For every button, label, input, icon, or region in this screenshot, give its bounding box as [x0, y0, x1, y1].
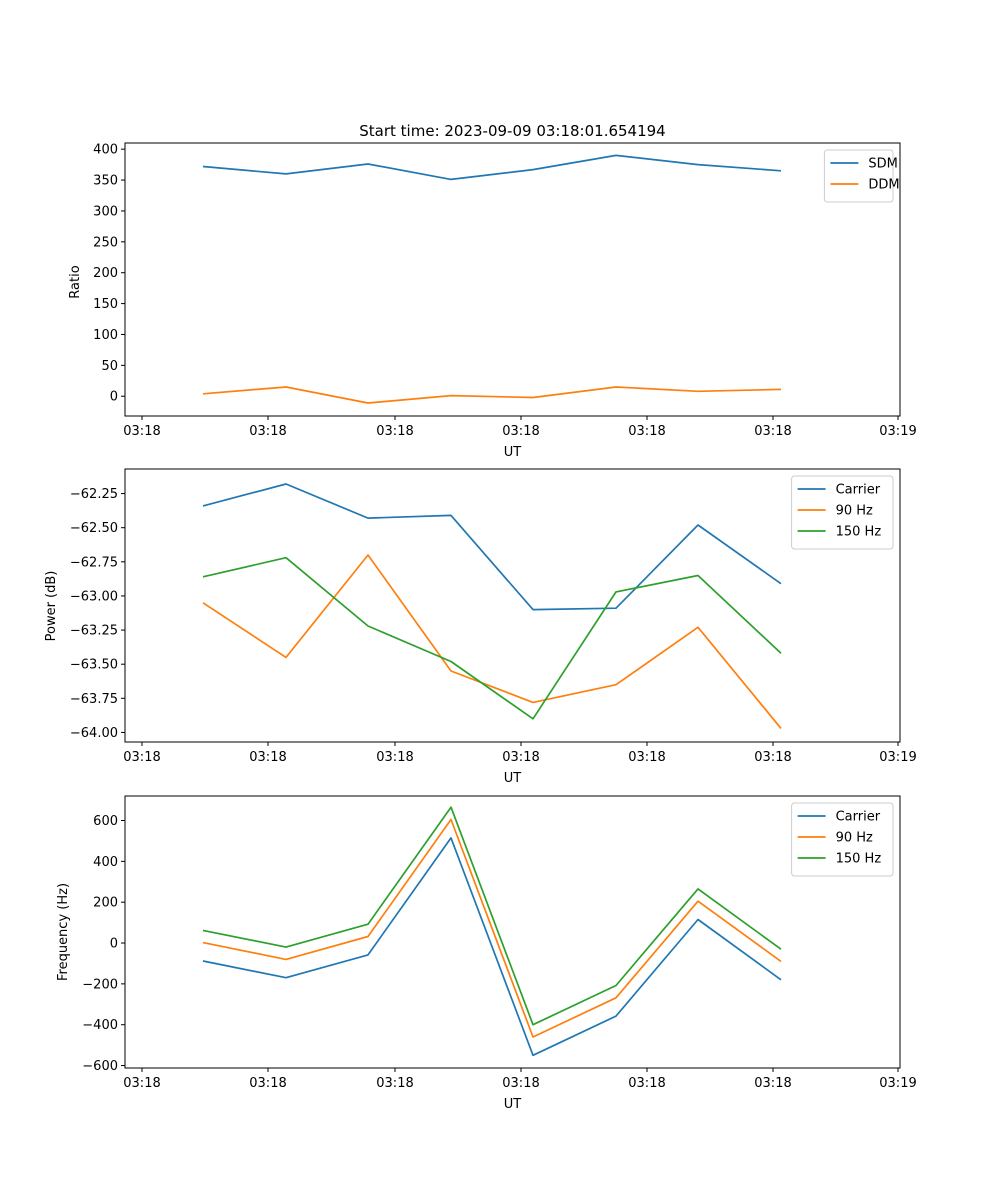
frequency-y-ticks: −600 −400 −200 0 200 400 600: [82, 814, 125, 1074]
ratio-series-sdm-line: [202, 154, 782, 181]
frequency-x-tick-label: 03:18: [123, 1076, 160, 1091]
power-x-tick-label: 03:18: [249, 750, 286, 765]
ratio-x-tick-label: 03:18: [123, 424, 160, 439]
frequency-y-tick-label: −200: [82, 977, 118, 992]
ratio-y-tick-label: 250: [93, 235, 118, 250]
ratio-x-axis-label: UT: [504, 445, 522, 460]
frequency-legend: Carrier 90 Hz 150 Hz: [791, 802, 894, 877]
ratio-panel: Start time: 2023-09-09 03:18:01.654194 0…: [68, 122, 917, 460]
power-x-tick-label: 03:18: [754, 750, 791, 765]
frequency-x-tick-label: 03:18: [376, 1076, 413, 1091]
power-x-tick-label: 03:18: [628, 750, 665, 765]
frequency-legend-label-carrier: Carrier: [836, 810, 881, 825]
ratio-y-tick-label: 400: [93, 143, 118, 158]
power-x-ticks: 03:18 03:18 03:18 03:18 03:18 03:18 03:19: [123, 742, 917, 765]
frequency-x-tick-label: 03:19: [879, 1076, 916, 1091]
chart-title: Start time: 2023-09-09 03:18:01.654194: [359, 122, 665, 140]
ratio-y-tick-label: 200: [93, 266, 118, 281]
frequency-x-tick-label: 03:18: [754, 1076, 791, 1091]
ratio-legend: SDM DDM: [823, 149, 900, 203]
frequency-series-150-hz-line: [202, 806, 782, 1026]
power-y-tick-label: −63.75: [70, 692, 118, 707]
ratio-y-tick-label: 350: [93, 174, 118, 189]
frequency-x-tick-label: 03:18: [249, 1076, 286, 1091]
frequency-y-tick-label: 0: [110, 937, 118, 952]
frequency-legend-label-90-hz: 90 Hz: [836, 831, 873, 846]
frequency-y-tick-label: −600: [82, 1059, 118, 1074]
ratio-y-ticks: 0 50 100 150 200 250 300 350 400: [93, 143, 125, 405]
power-series-90-hz-line: [202, 554, 782, 729]
ratio-x-tick-label: 03:18: [754, 424, 791, 439]
power-x-tick-label: 03:19: [879, 750, 916, 765]
ratio-x-tick-label: 03:18: [502, 424, 539, 439]
ratio-y-tick-label: 150: [93, 297, 118, 312]
ratio-y-tick-label: 0: [110, 390, 118, 405]
power-y-tick-label: −63.25: [70, 624, 118, 639]
frequency-y-tick-label: 600: [93, 814, 118, 829]
ratio-x-ticks: 03:18 03:18 03:18 03:18 03:18 03:18 03:19: [123, 416, 917, 439]
ratio-legend-label-sdm: SDM: [868, 157, 897, 172]
frequency-series-carrier-line: [202, 837, 782, 1057]
ratio-x-tick-label: 03:19: [879, 424, 916, 439]
frequency-y-axis-label: Frequency (Hz): [56, 883, 71, 981]
frequency-y-tick-label: 200: [93, 896, 118, 911]
power-y-ticks: −64.00 −63.75 −63.50 −63.25 −63.00 −62.75 −62.…: [70, 487, 125, 741]
power-legend-label-150-hz: 150 Hz: [836, 525, 882, 540]
power-x-tick-label: 03:18: [376, 750, 413, 765]
frequency-series-90-hz-line: [202, 818, 782, 1038]
ratio-y-tick-label: 50: [101, 359, 118, 374]
frequency-x-axis-label: UT: [504, 1097, 522, 1112]
ratio-x-tick-label: 03:18: [376, 424, 413, 439]
power-x-axis-label: UT: [504, 771, 522, 786]
ratio-series-group: [202, 154, 782, 404]
frequency-x-tick-label: 03:18: [502, 1076, 539, 1091]
power-y-tick-label: −63.00: [70, 589, 118, 604]
power-axes-frame: [124, 468, 901, 743]
ratio-x-tick-label: 03:18: [249, 424, 286, 439]
frequency-y-tick-label: 400: [93, 855, 118, 870]
frequency-x-tick-label: 03:18: [628, 1076, 665, 1091]
ratio-series-ddm-line: [202, 386, 782, 404]
ratio-x-tick-label: 03:18: [628, 424, 665, 439]
power-panel: −64.00 −63.75 −63.50 −63.25 −63.00 −62.75 −62.…: [44, 468, 917, 786]
ratio-axes-frame: [124, 142, 901, 417]
ratio-legend-label-ddm: DDM: [868, 178, 899, 193]
power-series-group: [202, 483, 782, 729]
frequency-x-ticks: 03:18 03:18 03:18 03:18 03:18 03:18 03:19: [123, 1068, 917, 1091]
power-legend-label-carrier: Carrier: [836, 483, 881, 498]
power-y-tick-label: −62.75: [70, 555, 118, 570]
power-x-tick-label: 03:18: [123, 750, 160, 765]
power-legend-label-90-hz: 90 Hz: [836, 504, 873, 519]
frequency-legend-label-150-hz: 150 Hz: [836, 852, 882, 867]
ratio-y-tick-label: 300: [93, 204, 118, 219]
power-series-150-hz-line: [202, 556, 782, 720]
frequency-y-tick-label: −400: [82, 1018, 118, 1033]
frequency-series-group: [202, 806, 782, 1057]
ratio-y-tick-label: 100: [93, 328, 118, 343]
power-y-tick-label: −64.00: [70, 726, 118, 741]
power-x-tick-label: 03:18: [502, 750, 539, 765]
power-y-tick-label: −62.25: [70, 487, 118, 502]
power-legend: Carrier 90 Hz 150 Hz: [791, 475, 894, 550]
power-y-tick-label: −62.50: [70, 521, 118, 536]
power-y-axis-label: Power (dB): [44, 571, 59, 642]
ratio-y-axis-label: Ratio: [68, 265, 83, 298]
power-series-carrier-line: [202, 483, 782, 611]
frequency-axes-frame: [124, 795, 901, 1069]
power-y-tick-label: −63.50: [70, 658, 118, 673]
